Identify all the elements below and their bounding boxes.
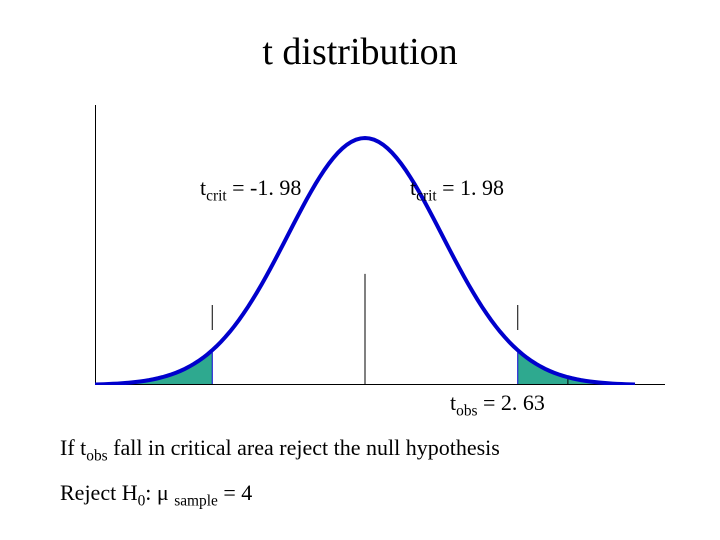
tobs-label: tobs = 2. 63: [450, 390, 545, 420]
distribution-svg: [95, 105, 665, 385]
chart-area: tcrit = -1. 98 tcrit = 1. 98: [95, 105, 635, 365]
tcrit-left-label: tcrit = -1. 98: [200, 175, 301, 205]
tcrit-right-label: tcrit = 1. 98: [410, 175, 504, 205]
page-title: t distribution: [0, 30, 720, 74]
conclusion-line-1: If tobs fall in critical area reject the…: [60, 435, 500, 465]
conclusion-line-2: Reject H0: μ sample = 4: [60, 480, 252, 510]
